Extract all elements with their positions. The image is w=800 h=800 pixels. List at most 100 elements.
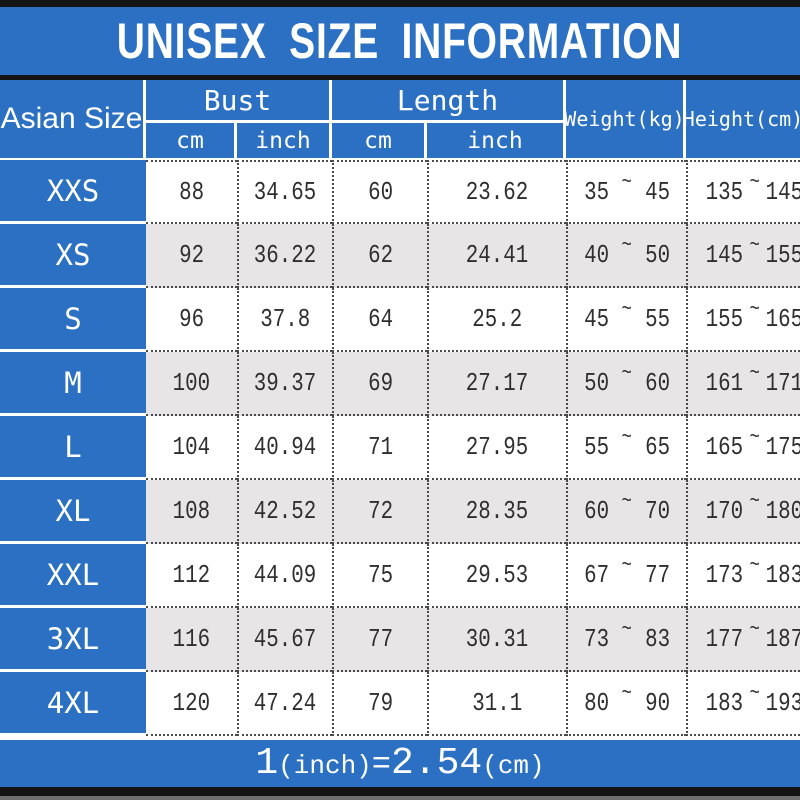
weight-range: 35 ~45 xyxy=(566,160,686,224)
title-banner: UNISEX SIZE INFORMATION xyxy=(0,7,800,75)
tilde: ~ xyxy=(621,360,633,386)
size-label: XXL xyxy=(0,544,146,608)
title-divider xyxy=(0,75,800,80)
height-min: 173 xyxy=(705,560,744,590)
bust-inch-value: 47.24 xyxy=(237,672,332,736)
col-header-asian-size: Asian Size xyxy=(0,80,143,158)
value-text: 36.22 xyxy=(254,240,317,270)
table-row: 3XL 116 45.67 77 30.31 73 ~83 177 ~187 xyxy=(0,608,800,672)
col-header-weight: Weight(kg) xyxy=(564,80,685,158)
table-row: L 104 40.94 71 27.95 55 ~65 165 ~175 xyxy=(0,416,800,480)
weight-min: 73 xyxy=(584,624,610,654)
tilde: ~ xyxy=(621,680,633,706)
conversion-value-2: 2.54 xyxy=(391,742,483,785)
length-cm-value: 75 xyxy=(332,544,427,608)
weight-range: 40 ~50 xyxy=(566,224,686,288)
tilde: ~ xyxy=(749,680,760,706)
height-max: 165 xyxy=(765,304,800,334)
length-cm-value: 71 xyxy=(332,416,427,480)
height-max: 175 xyxy=(765,432,800,462)
height-min: 165 xyxy=(705,432,744,462)
subheader-bust-inch: inch xyxy=(237,123,329,158)
bust-cm-value: 92 xyxy=(146,224,237,288)
bust-inch-value: 44.09 xyxy=(237,544,332,608)
footer-gap xyxy=(0,736,800,740)
value-text: 47.24 xyxy=(254,688,317,718)
value-text: 62 xyxy=(368,240,393,270)
value-text: 25.2 xyxy=(472,304,523,334)
value-text: 120 xyxy=(172,688,211,718)
value-text: 60 xyxy=(368,177,393,207)
value-text: 69 xyxy=(368,368,393,398)
size-label: XS xyxy=(0,224,146,288)
length-cm-value: 69 xyxy=(332,352,427,416)
height-max: 187 xyxy=(765,624,800,654)
length-cm-value: 62 xyxy=(332,224,427,288)
bust-cm-value: 112 xyxy=(146,544,237,608)
length-cm-value: 79 xyxy=(332,672,427,736)
length-inch-value: 27.17 xyxy=(427,352,566,416)
tilde: ~ xyxy=(749,360,760,386)
value-text: 77 xyxy=(368,624,393,654)
value-text: 79 xyxy=(368,688,393,718)
conversion-note: 1 (inch) = 2.54 (cm) xyxy=(0,740,800,787)
height-min: 161 xyxy=(705,368,744,398)
value-text: 27.95 xyxy=(466,432,529,462)
bust-inch-value: 42.52 xyxy=(237,480,332,544)
height-min: 170 xyxy=(705,496,744,526)
size-label: XXS xyxy=(0,160,146,224)
tilde: ~ xyxy=(621,424,633,450)
bust-cm-value: 88 xyxy=(146,160,237,224)
bust-inch-value: 37.8 xyxy=(237,288,332,352)
weight-max: 70 xyxy=(644,496,670,526)
bottom-black-bar xyxy=(0,787,800,796)
height-max: 145 xyxy=(765,177,800,207)
value-text: 100 xyxy=(172,368,211,398)
height-max: 171 xyxy=(765,368,800,398)
weight-min: 40 xyxy=(584,240,610,270)
value-text: 45.67 xyxy=(254,624,317,654)
page-title: UNISEX SIZE INFORMATION xyxy=(117,13,683,69)
tilde: ~ xyxy=(621,169,633,195)
tilde: ~ xyxy=(749,169,760,195)
table-row: XL 108 42.52 72 28.35 60 ~70 170 ~180 xyxy=(0,480,800,544)
length-cm-value: 60 xyxy=(332,160,427,224)
height-range: 173 ~183 xyxy=(686,544,800,608)
weight-range: 60 ~70 xyxy=(566,480,686,544)
bust-cm-value: 116 xyxy=(146,608,237,672)
value-text: 72 xyxy=(368,496,393,526)
table-row: M 100 39.37 69 27.17 50 ~60 161 ~171 xyxy=(0,352,800,416)
tilde: ~ xyxy=(621,488,633,514)
length-inch-value: 25.2 xyxy=(427,288,566,352)
value-text: 116 xyxy=(172,624,211,654)
tilde: ~ xyxy=(749,552,760,578)
height-max: 183 xyxy=(765,560,800,590)
col-header-height: Height(cm) xyxy=(683,80,800,158)
value-text: 88 xyxy=(179,177,204,207)
weight-max: 90 xyxy=(644,688,670,718)
value-text: 64 xyxy=(368,304,393,334)
height-range: 155 ~165 xyxy=(686,288,800,352)
weight-max: 83 xyxy=(644,624,670,654)
tilde: ~ xyxy=(621,552,633,578)
height-max: 193 xyxy=(765,688,800,718)
size-label: XL xyxy=(0,480,146,544)
weight-range: 55 ~65 xyxy=(566,416,686,480)
table-header: Asian Size Bust Length Weight(kg) Height… xyxy=(0,80,800,158)
bust-inch-value: 36.22 xyxy=(237,224,332,288)
bust-inch-value: 40.94 xyxy=(237,416,332,480)
weight-max: 50 xyxy=(644,240,670,270)
bust-inch-value: 34.65 xyxy=(237,160,332,224)
table-row: XXS 88 34.65 60 23.62 35 ~45 135 ~145 xyxy=(0,160,800,224)
equals-sign: = xyxy=(371,746,391,783)
weight-range: 67 ~77 xyxy=(566,544,686,608)
value-text: 37.8 xyxy=(260,304,311,334)
value-text: 42.52 xyxy=(254,496,317,526)
bust-cm-value: 96 xyxy=(146,288,237,352)
length-inch-value: 28.35 xyxy=(427,480,566,544)
weight-min: 80 xyxy=(584,688,610,718)
value-text: 96 xyxy=(179,304,204,334)
value-text: 27.17 xyxy=(466,368,529,398)
height-min: 135 xyxy=(705,177,744,207)
size-label: 4XL xyxy=(0,672,146,736)
